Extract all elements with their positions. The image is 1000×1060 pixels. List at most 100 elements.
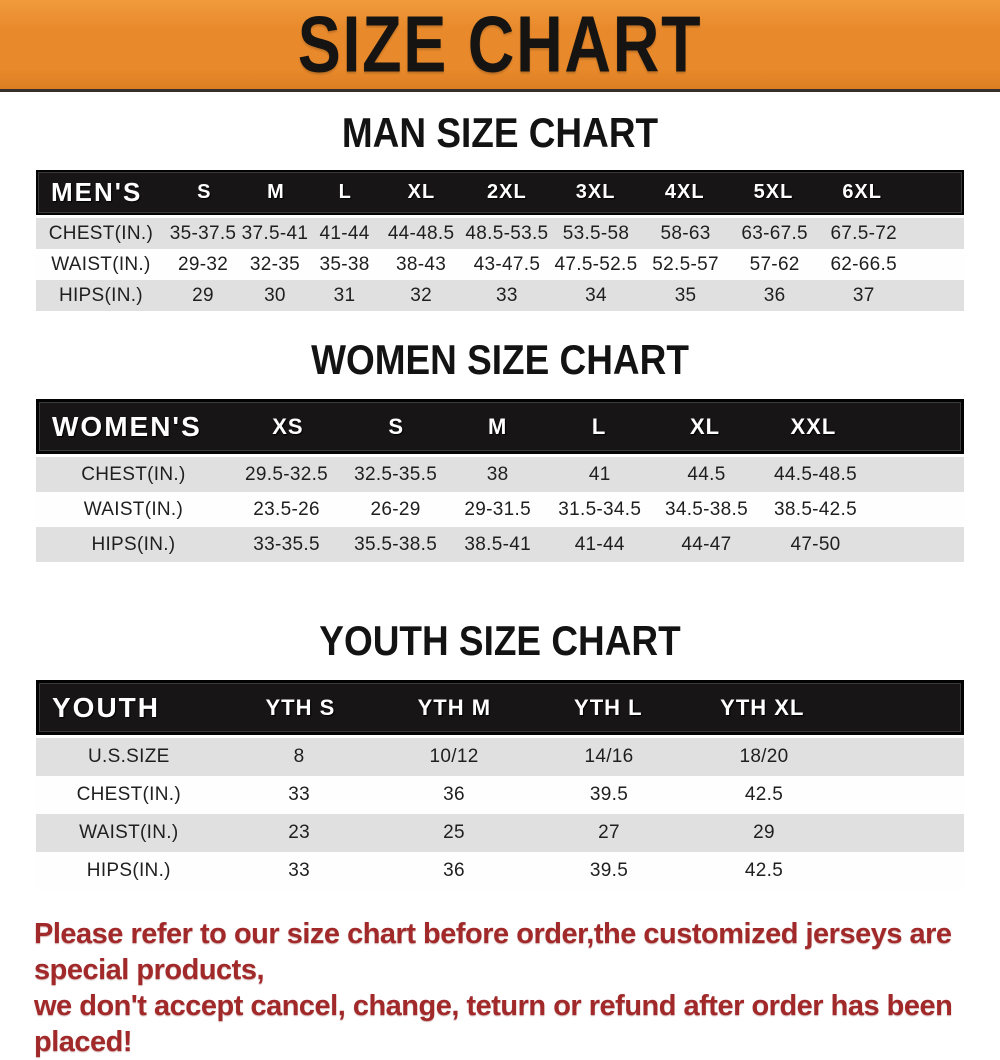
- footer-line-2: we don't accept cancel, change, teturn o…: [34, 990, 953, 1058]
- size-column-header: XXL: [790, 413, 837, 439]
- size-value: 37: [852, 284, 875, 306]
- youth-size-table: YOUTH YTH S YTH M YTH L YTH XL U.S.SIZE 8 10/1…: [36, 680, 964, 890]
- size-column-header: 3XL: [575, 181, 616, 203]
- table-row: WAIST(IN.) 29-32 32-35 35-38 38-43 43-47.5 47.…: [36, 249, 964, 280]
- size-value: 43-47.5: [473, 253, 541, 275]
- footer-note: Please refer to our size chart before or…: [34, 916, 970, 1060]
- size-value: 32: [410, 284, 432, 306]
- size-value: 38.5-42.5: [774, 498, 857, 520]
- size-value: 23.5-26: [253, 498, 320, 520]
- size-value: 36: [443, 860, 465, 881]
- table-row: U.S.SIZE 8 10/12 14/16 18/20: [36, 738, 964, 776]
- size-value: 31.5-34.5: [558, 498, 642, 520]
- size-value: 25: [443, 822, 465, 843]
- size-value: 67.5-72: [830, 222, 897, 244]
- size-value: 33-35.5: [253, 533, 320, 555]
- women-section-title: WOMEN SIZE CHART: [311, 336, 689, 383]
- youth-section-title: YOUTH SIZE CHART: [319, 617, 681, 664]
- row-label: CHEST(IN.): [48, 222, 154, 244]
- table-corner-label: MEN'S: [51, 177, 143, 207]
- row-label: HIPS(IN.): [58, 284, 143, 306]
- size-column-header: M: [267, 181, 285, 203]
- size-value: 35.5-38.5: [354, 533, 438, 555]
- women-section: WOMEN SIZE CHART WOMEN'S XS S M L XL XXL CHEST…: [0, 337, 1000, 562]
- size-column-header: YTH L: [574, 694, 643, 720]
- size-value: 48.5-53.5: [465, 222, 549, 244]
- size-value: 41-44: [574, 533, 625, 555]
- men-table-body: CHEST(IN.) 35-37.5 37.5-41 41-44 44-48.5 48.5…: [36, 218, 964, 311]
- size-value: 44-47: [681, 533, 732, 555]
- row-label: U.S.SIZE: [88, 746, 170, 767]
- size-value: 38-43: [396, 253, 447, 275]
- size-value: 53.5-58: [562, 222, 630, 244]
- youth-section: YOUTH SIZE CHART YOUTH YTH S YTH M YTH L YTH…: [0, 618, 1000, 890]
- youth-table-body: U.S.SIZE 8 10/12 14/16 18/20 CHEST(IN.) 33 36 39…: [36, 738, 964, 890]
- youth-table-header-row: YOUTH YTH S YTH M YTH L YTH XL: [36, 680, 964, 735]
- row-label: WAIST(IN.): [79, 822, 179, 843]
- size-value: 37.5-41: [241, 222, 309, 244]
- table-row: WAIST(IN.) 23 25 27 29: [36, 814, 964, 852]
- size-value: 41-44: [319, 222, 370, 244]
- size-value: 33: [288, 784, 310, 805]
- size-value: 34: [585, 284, 607, 306]
- table-row: HIPS(IN.) 29 30 31 32 33 34 35 36 37: [36, 280, 964, 311]
- table-row: CHEST(IN.) 33 36 39.5 42.5: [36, 776, 964, 814]
- size-value: 30: [264, 284, 286, 306]
- table-row: WAIST(IN.) 23.5-26 26-29 29-31.5 31.5-34.5 34…: [36, 492, 964, 527]
- size-value: 27: [598, 822, 620, 843]
- size-value: 57-62: [749, 253, 800, 275]
- size-value: 39.5: [589, 784, 629, 805]
- size-value: 18/20: [739, 746, 789, 767]
- size-value: 29: [753, 822, 775, 843]
- table-row: HIPS(IN.) 33-35.5 35.5-38.5 38.5-41 41-44 44-…: [36, 527, 964, 562]
- size-column-header: XL: [690, 413, 721, 439]
- size-value: 44.5-48.5: [774, 463, 857, 485]
- size-column-header: S: [197, 181, 212, 203]
- size-value: 35: [674, 284, 697, 306]
- size-value: 29-31.5: [464, 498, 531, 520]
- size-value: 44-48.5: [387, 222, 455, 244]
- footer-line-1: Please refer to our size chart before or…: [34, 918, 952, 986]
- size-column-header: YTH S: [265, 694, 336, 720]
- row-label: WAIST(IN.): [51, 253, 151, 275]
- size-column-header: XL: [407, 181, 436, 203]
- size-value: 39.5: [589, 860, 629, 881]
- size-value: 38: [486, 463, 509, 485]
- table-corner-label: YOUTH: [52, 691, 160, 723]
- table-row: CHEST(IN.) 29.5-32.5 32.5-35.5 38 41 44.5 44.5…: [36, 457, 964, 492]
- row-label: CHEST(IN.): [81, 463, 186, 485]
- size-value: 29.5-32.5: [245, 463, 329, 485]
- size-value: 36: [443, 784, 465, 805]
- women-table-header-row: WOMEN'S XS S M L XL XXL: [36, 399, 964, 454]
- size-value: 33: [496, 284, 518, 306]
- table-corner-label: WOMEN'S: [52, 410, 202, 442]
- size-value: 44.5: [687, 463, 726, 485]
- size-column-header: M: [487, 413, 508, 439]
- size-value: 58-63: [660, 222, 711, 244]
- size-value: 42.5: [744, 860, 784, 881]
- size-value: 62-66.5: [830, 253, 897, 275]
- size-value: 8: [293, 746, 305, 767]
- size-column-header: 6XL: [842, 181, 882, 203]
- size-value: 47.5-52.5: [554, 253, 638, 275]
- size-column-header: L: [591, 413, 607, 439]
- size-value: 33: [288, 860, 310, 881]
- men-section-title: MAN SIZE CHART: [341, 109, 659, 156]
- women-table-body: CHEST(IN.) 29.5-32.5 32.5-35.5 38 41 44.5 44.5…: [36, 457, 964, 562]
- men-size-table: MEN'S S M L XL 2XL 3XL 4XL 5XL 6XL CHEST(IN.) 35-3…: [36, 170, 964, 311]
- size-value: 41: [588, 463, 611, 485]
- row-label: HIPS(IN.): [86, 860, 171, 881]
- size-value: 38.5-41: [464, 533, 531, 555]
- row-label: CHEST(IN.): [76, 784, 181, 805]
- size-value: 36: [763, 284, 786, 306]
- size-value: 29: [192, 284, 214, 306]
- row-label: HIPS(IN.): [91, 533, 176, 555]
- size-value: 31: [333, 284, 356, 306]
- size-value: 32-35: [249, 253, 300, 275]
- size-value: 32.5-35.5: [354, 463, 438, 485]
- size-column-header: 4XL: [664, 181, 705, 203]
- size-value: 29-32: [177, 253, 229, 275]
- size-column-header: YTH M: [417, 694, 492, 720]
- men-section: MAN SIZE CHART MEN'S S M L XL 2XL 3XL 4XL 5XL 6XL…: [0, 110, 1000, 311]
